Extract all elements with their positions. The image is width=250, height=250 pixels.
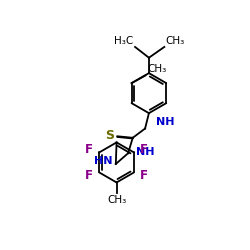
Text: F: F [85,169,93,182]
Text: HN: HN [94,156,113,166]
Text: S: S [105,129,114,142]
Text: CH₃: CH₃ [147,64,166,74]
Text: F: F [85,143,93,156]
Text: NH: NH [156,118,174,128]
Text: F: F [140,143,148,156]
Text: NH: NH [136,147,154,157]
Text: H₃C: H₃C [114,36,134,46]
Text: CH₃: CH₃ [107,195,126,205]
Text: F: F [140,169,148,182]
Text: CH₃: CH₃ [165,36,184,46]
